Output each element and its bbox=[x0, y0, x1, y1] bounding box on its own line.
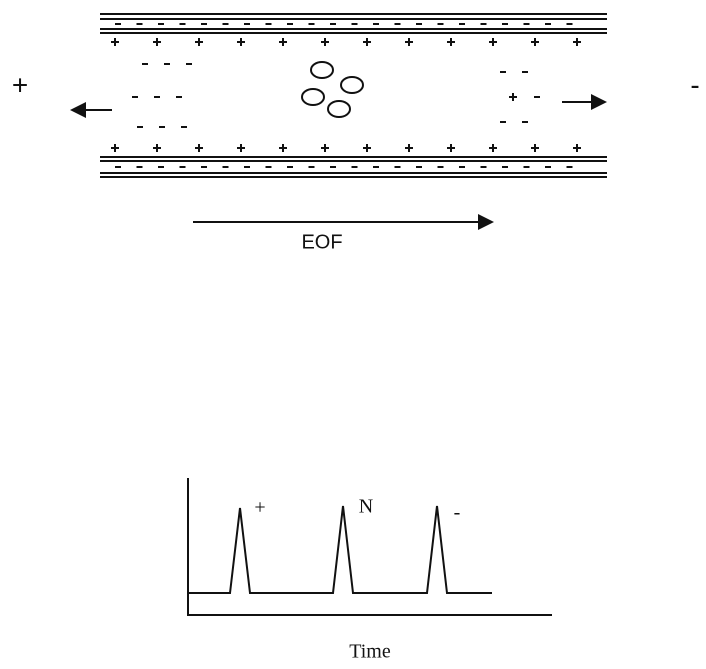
neutral-molecule bbox=[340, 76, 364, 94]
peak-label: + bbox=[254, 497, 265, 519]
capillary bbox=[100, 13, 607, 178]
peak-label: N bbox=[359, 496, 373, 518]
electrode-label: + bbox=[12, 69, 28, 100]
neutral-molecule bbox=[310, 61, 334, 79]
charges bbox=[111, 23, 581, 168]
eof-label: EOF bbox=[301, 231, 342, 253]
x-axis-label: Time bbox=[349, 641, 391, 663]
neutral-molecule bbox=[327, 100, 351, 118]
trace bbox=[188, 505, 492, 594]
electrode-label: - bbox=[690, 69, 699, 100]
neutral-molecule bbox=[301, 88, 325, 106]
peak-label: - bbox=[454, 502, 461, 524]
electropherogram: + N - Time bbox=[187, 478, 552, 663]
